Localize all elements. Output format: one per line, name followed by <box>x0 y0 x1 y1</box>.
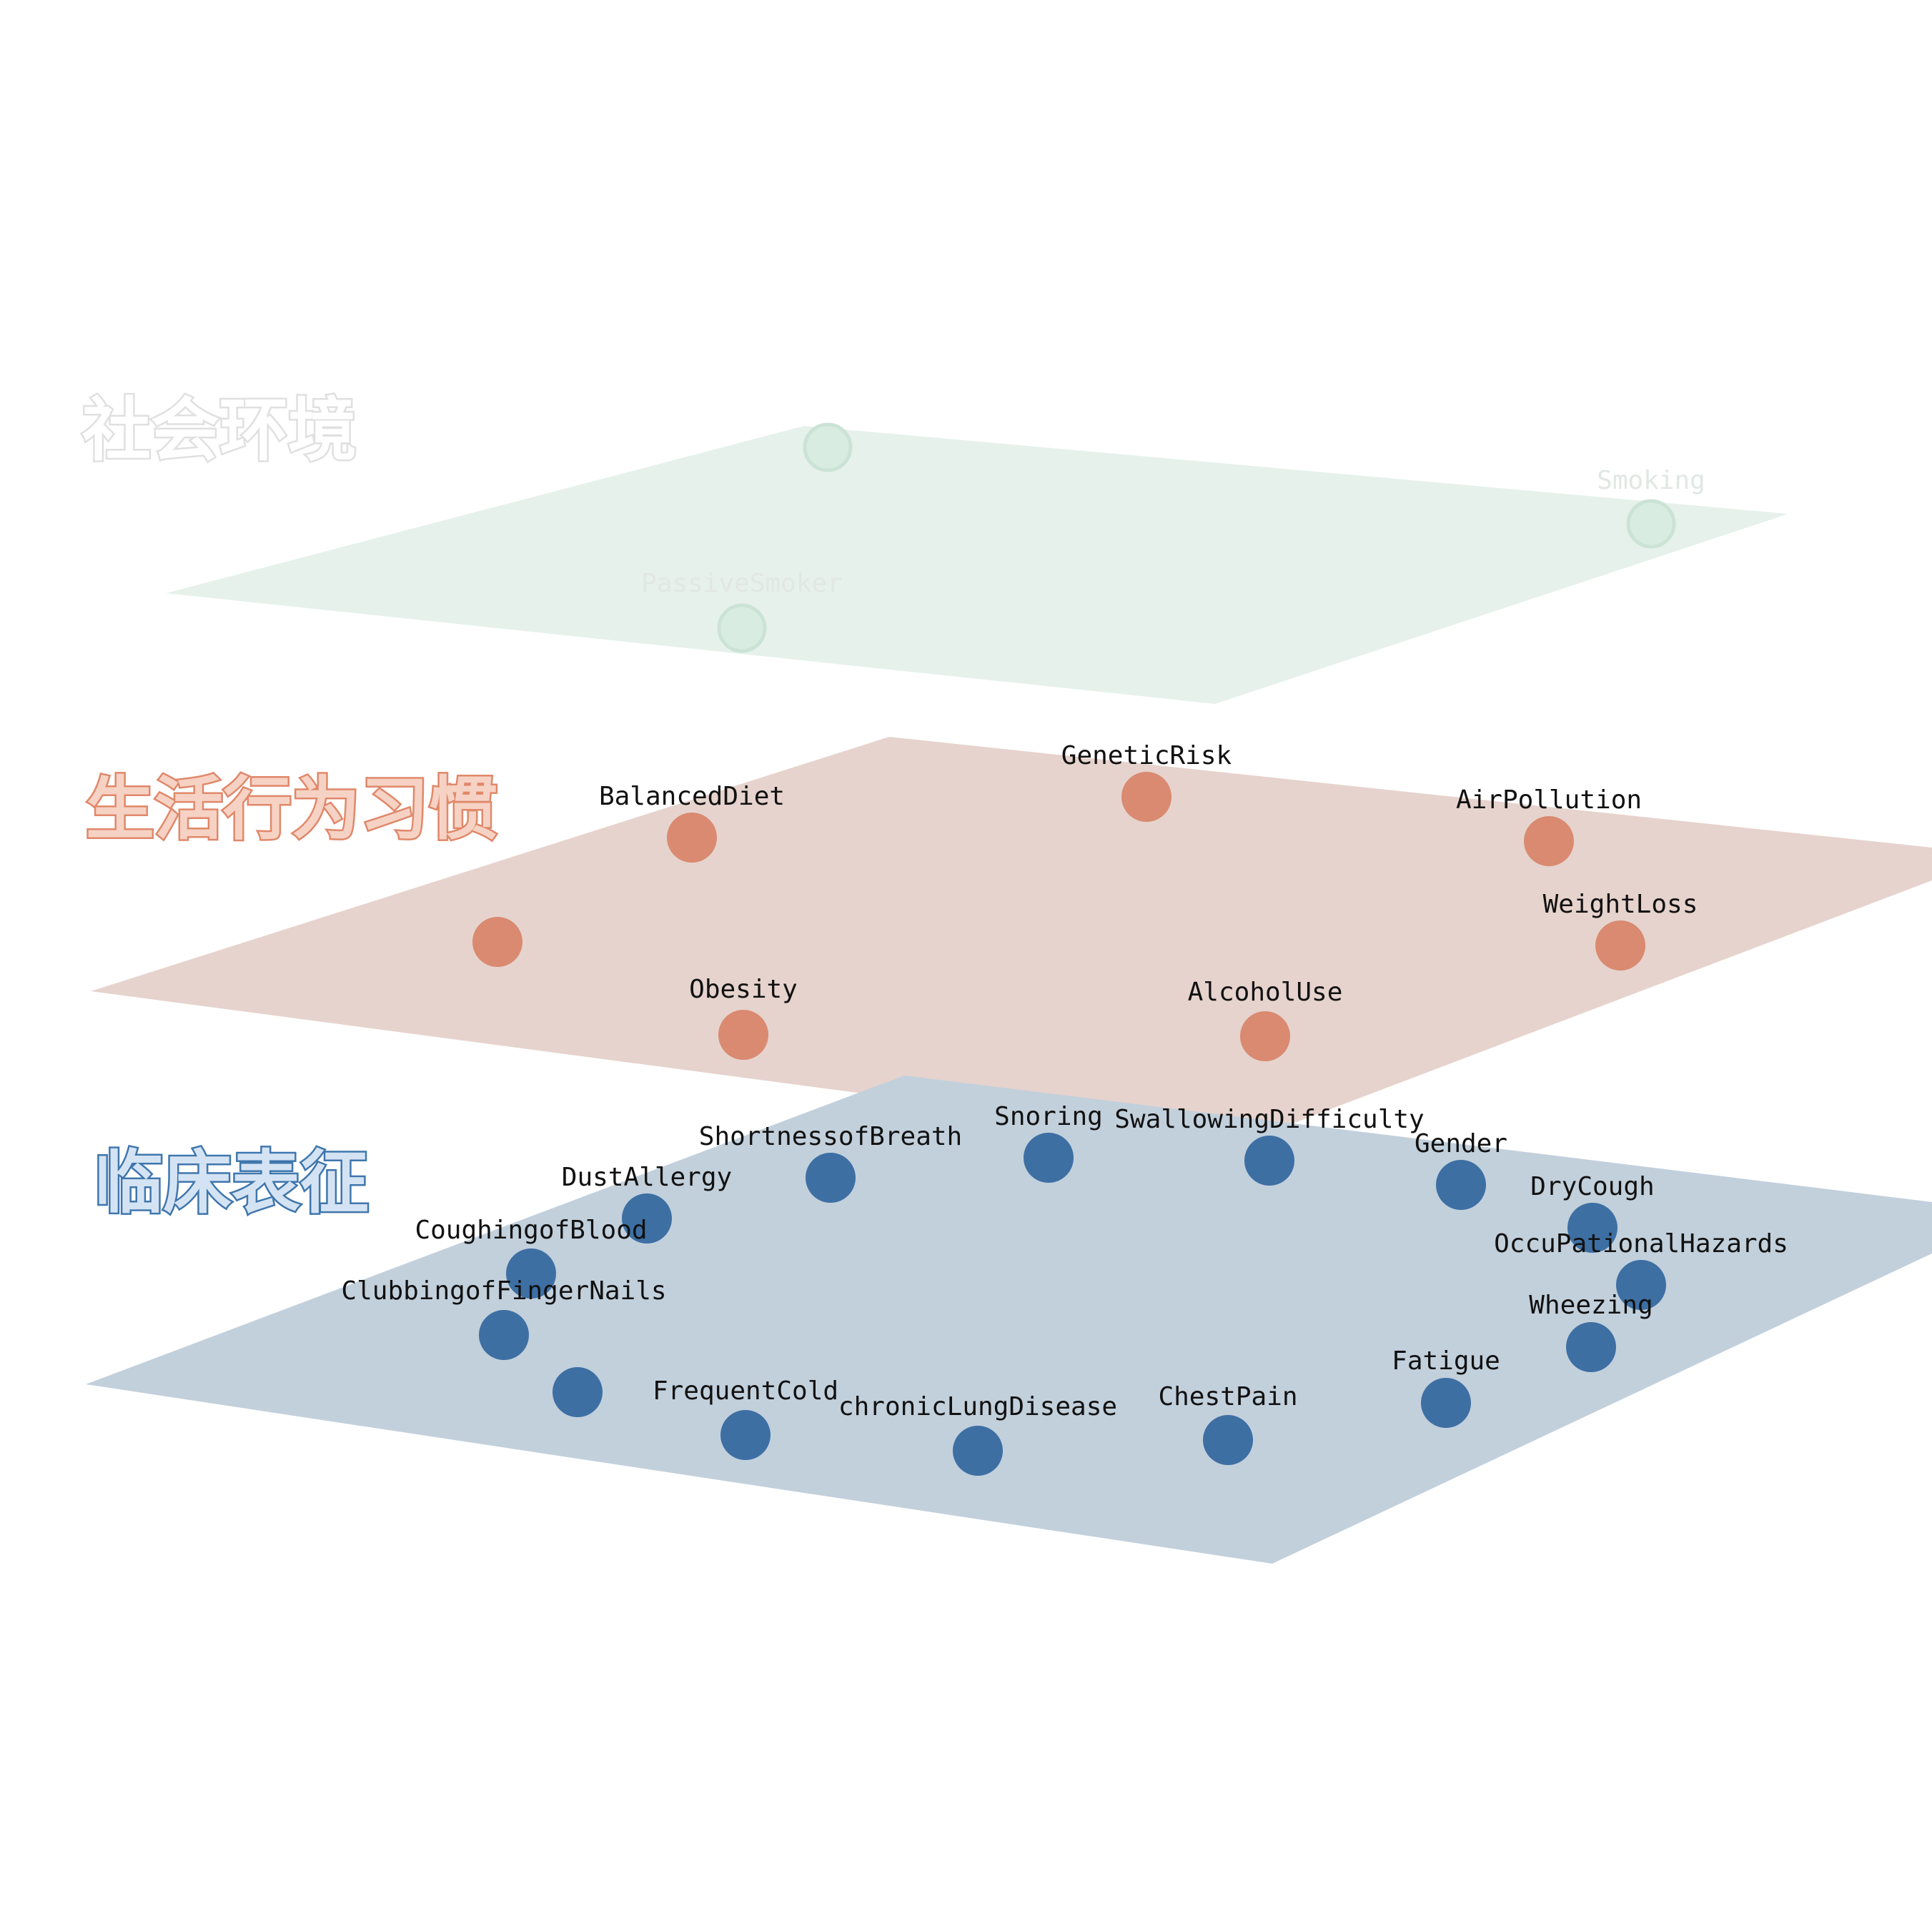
clinical-node-clubbingoffingernails[interactable] <box>479 1310 529 1360</box>
clinical-node-swallowingdifficulty[interactable] <box>1244 1136 1294 1186</box>
lifestyle-node-alcoholuse[interactable] <box>1240 1011 1290 1061</box>
clinical-label-coughingofblood: CoughingofBlood <box>415 1216 647 1245</box>
lifestyle-node-weightloss[interactable] <box>1595 920 1645 971</box>
social-labels: Smoking PassiveSmoker <box>641 466 1705 598</box>
clinical-label-drycough: DryCough <box>1530 1172 1654 1201</box>
lifestyle-label-alcoholuse: AlcoholUse <box>1188 978 1343 1007</box>
lifestyle-node-airpollution[interactable] <box>1524 816 1574 866</box>
lifestyle-label-balanceddiet: BalancedDiet <box>599 782 785 811</box>
clinical-label-shortnessofbreath: ShortnessofBreath <box>699 1122 962 1151</box>
clinical-labels: Snoring SwallowingDifficulty Shortnessof… <box>341 1102 1788 1421</box>
clinical-node-chestpain[interactable] <box>1203 1415 1253 1465</box>
clinical-node-shortnessofbreath[interactable] <box>806 1153 856 1203</box>
clinical-node-wheezing[interactable] <box>1566 1322 1616 1372</box>
lifestyle-node-obesity[interactable] <box>718 1010 768 1060</box>
clinical-layer-title: 临床表征 <box>94 1143 369 1223</box>
clinical-label-clubbingoffingernails: ClubbingofFingerNails <box>341 1276 666 1306</box>
lifestyle-label-obesity: Obesity <box>689 975 798 1004</box>
clinical-label-occupationalhazards: OccuPationalHazards <box>1494 1229 1788 1259</box>
clinical-label-dustallergy: DustAllergy <box>562 1163 732 1192</box>
clinical-node-fatigue[interactable] <box>1421 1378 1471 1428</box>
social-node-passivesmoker[interactable] <box>717 603 767 653</box>
clinical-node-chroniclungdisease[interactable] <box>953 1426 1003 1476</box>
lifestyle-node-balanceddiet[interactable] <box>667 813 717 863</box>
lifestyle-labels: GeneticRisk BalancedDiet AirPollution We… <box>599 741 1698 1007</box>
social-layer: 社会环境 Smoking PassiveSmoker <box>81 389 1788 704</box>
social-node-unlabeled[interactable] <box>803 422 853 472</box>
lifestyle-nodes <box>472 772 1645 1061</box>
clinical-node-frequentcold[interactable] <box>720 1410 771 1460</box>
clinical-label-chroniclungdisease: chronicLungDisease <box>838 1392 1117 1421</box>
clinical-node-occupationalhazards[interactable] <box>1616 1260 1666 1310</box>
social-plane <box>166 426 1788 704</box>
social-label-passivesmoker: PassiveSmoker <box>641 569 843 598</box>
lifestyle-label-airpollution: AirPollution <box>1456 785 1642 815</box>
lifestyle-node-geneticrisk[interactable] <box>1121 772 1171 822</box>
clinical-label-chestpain: ChestPain <box>1158 1382 1297 1411</box>
social-node-smoking[interactable] <box>1626 499 1676 549</box>
lifestyle-layer-title: 生活行为习惯 <box>86 769 497 849</box>
clinical-nodes <box>479 1133 1666 1476</box>
clinical-node-snoring[interactable] <box>1024 1133 1074 1183</box>
clinical-node-dustallergy[interactable] <box>622 1193 672 1244</box>
social-label-smoking: Smoking <box>1597 466 1705 495</box>
lifestyle-label-geneticrisk: GeneticRisk <box>1061 741 1232 770</box>
clinical-label-snoring: Snoring <box>994 1102 1103 1131</box>
lifestyle-node-unlabeled[interactable] <box>472 917 522 967</box>
clinical-label-swallowingdifficulty: SwallowingDifficulty <box>1114 1105 1424 1134</box>
lifestyle-layer: 生活行为习惯 GeneticRisk BalancedDiet AirPollu… <box>84 737 1932 1143</box>
clinical-node-unlabeled[interactable] <box>553 1367 603 1417</box>
lifestyle-label-weightloss: WeightLoss <box>1543 890 1698 919</box>
clinical-node-coughingofblood[interactable] <box>506 1249 556 1299</box>
social-layer-title: 社会环境 <box>82 390 357 470</box>
clinical-label-wheezing: Wheezing <box>1529 1291 1653 1320</box>
social-nodes <box>717 422 1676 653</box>
clinical-label-gender: Gender <box>1415 1129 1507 1158</box>
clinical-label-fatigue: Fatigue <box>1392 1346 1500 1376</box>
clinical-label-frequentcold: FrequentCold <box>653 1376 838 1406</box>
lifestyle-plane <box>91 737 1932 1143</box>
clinical-layer: 临床表征 Snoring SwallowingDifficulty Shortn… <box>86 1076 1932 1564</box>
clinical-node-drycough[interactable] <box>1567 1203 1618 1253</box>
clinical-node-gender[interactable] <box>1436 1160 1486 1210</box>
